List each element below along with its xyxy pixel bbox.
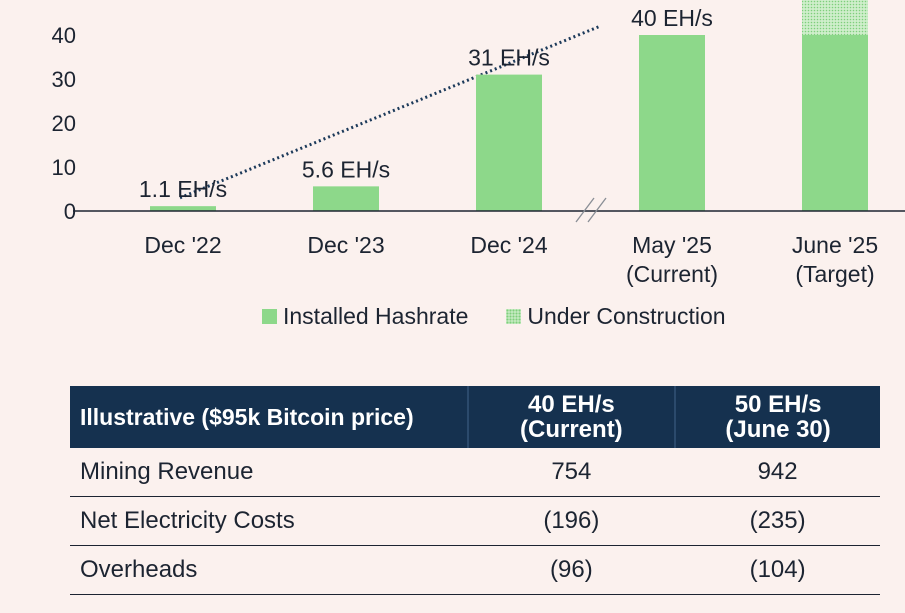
x-category-label: Dec '22: [144, 232, 221, 258]
row-current-value: 754: [467, 448, 676, 497]
bar-under-construction: [802, 0, 868, 35]
hashrate-chart: 0 10 20 30 40 50 1.1 EH/s 5.6 EH/s 31 EH/s 40 EH…: [52, 0, 905, 287]
row-current-value: (96): [467, 545, 676, 595]
table-header-row: Illustrative ($95k Bitcoin price) 40 EH/…: [70, 386, 880, 448]
legend-swatch-construction: [506, 309, 522, 324]
table-row: Net Electricity Costs (196) (235): [70, 496, 880, 546]
bar-data-label: 40 EH/s: [631, 5, 713, 31]
row-label: Mining Revenue: [70, 448, 468, 497]
bar-data-label: 31 EH/s: [468, 45, 550, 71]
bar-installed: [802, 35, 868, 211]
x-category-label: (Target): [795, 261, 874, 287]
row-label: Net Electricity Costs: [70, 496, 468, 546]
legend-item-construction: Under Construction: [506, 303, 726, 330]
header-june: 50 EH/s (June 30): [675, 386, 880, 448]
chart-legend: Installed Hashrate Under Construction: [262, 303, 764, 330]
legend-label-construction: Under Construction: [527, 303, 726, 329]
x-category-label: June '25: [792, 232, 878, 258]
header-illustrative: Illustrative ($95k Bitcoin price): [70, 386, 468, 448]
bar-data-label: 5.6 EH/s: [302, 156, 390, 182]
legend-item-installed: Installed Hashrate: [262, 303, 468, 330]
x-category-label: Dec '24: [470, 232, 547, 258]
legend-swatch-installed: [262, 309, 277, 324]
x-category-label: (Current): [626, 261, 718, 287]
bar-data-label: 1.1 EH/s: [139, 176, 227, 202]
trend-line: [179, 24, 601, 200]
y-tick-label: 40: [52, 23, 76, 48]
axis-break-marker: [575, 197, 607, 223]
bar-installed: [313, 186, 379, 211]
y-tick-label: 10: [52, 155, 76, 180]
row-label: Overheads: [70, 545, 468, 595]
y-tick-label: 50: [52, 0, 76, 4]
bar-installed: [150, 206, 216, 211]
table-row: Overheads (96) (104): [70, 545, 880, 595]
bar-installed: [476, 74, 542, 211]
row-current-value: (196): [467, 496, 676, 546]
row-june-value: 942: [675, 448, 880, 497]
y-tick-label: 30: [52, 67, 76, 92]
x-category-label: May '25: [632, 232, 712, 258]
bar-installed: [639, 35, 705, 211]
row-june-value: (104): [675, 545, 880, 595]
header-current: 40 EH/s (Current): [466, 386, 677, 448]
x-category-label: Dec '23: [307, 232, 384, 258]
y-tick-label: 0: [64, 199, 76, 224]
table-row: Mining Revenue 754 942: [70, 448, 880, 497]
economics-table: Illustrative ($95k Bitcoin price) 40 EH/…: [70, 386, 880, 595]
legend-label-installed: Installed Hashrate: [283, 303, 469, 329]
row-june-value: (235): [675, 496, 880, 546]
y-tick-label: 20: [52, 111, 76, 136]
